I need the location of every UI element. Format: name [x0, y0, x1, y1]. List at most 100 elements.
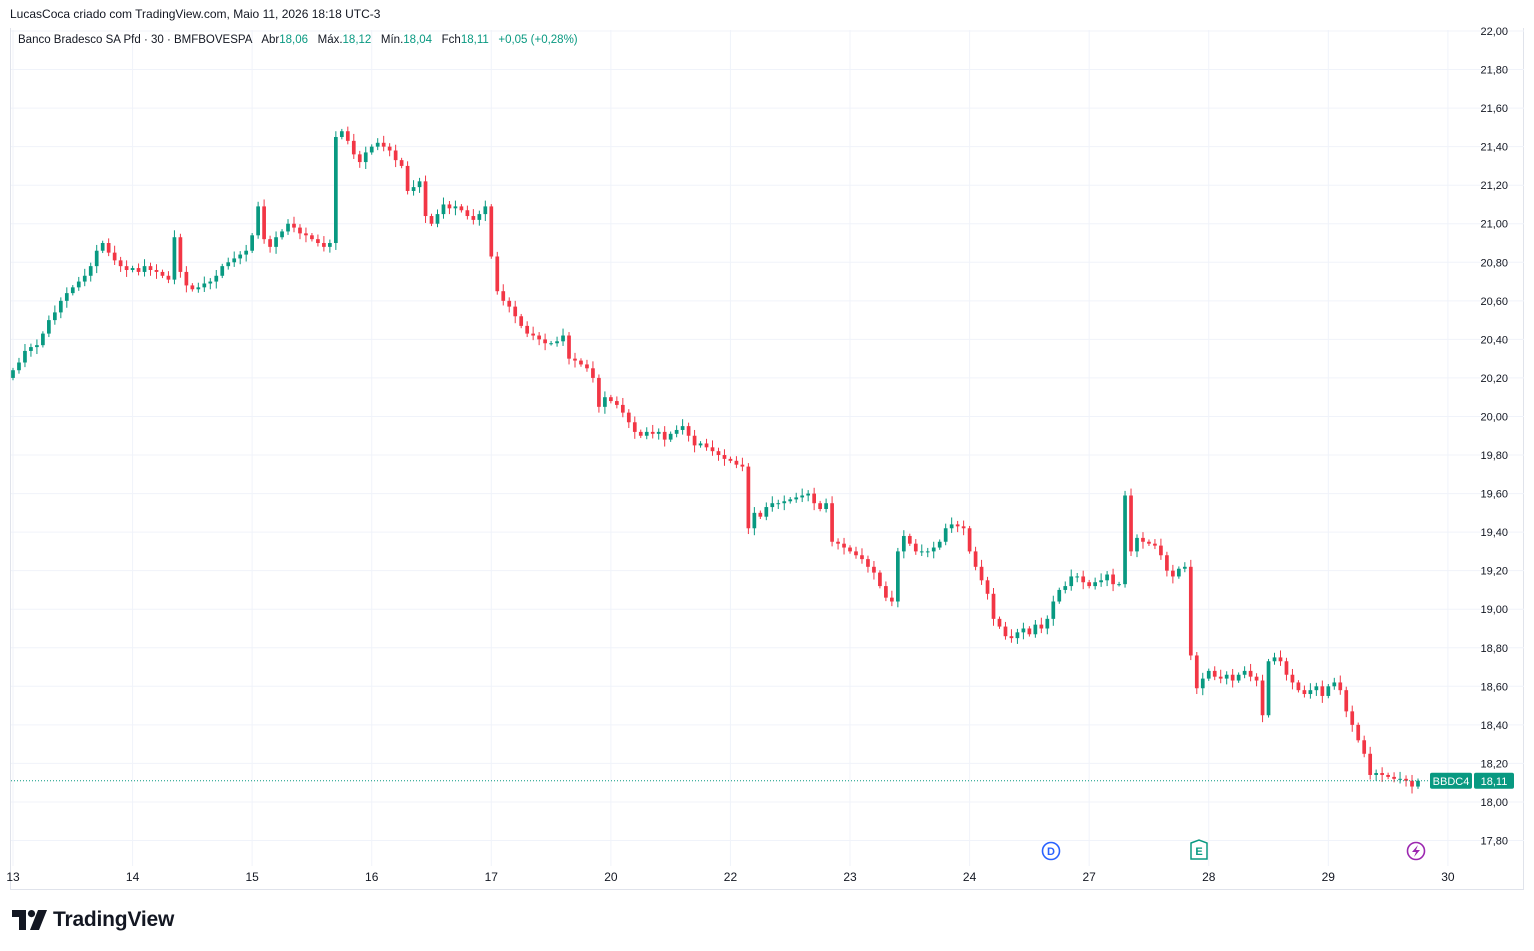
candle-body [1194, 655, 1199, 689]
candle-body [674, 429, 679, 434]
candle-body [1398, 778, 1402, 780]
candle-body [1206, 670, 1211, 679]
candle [746, 463, 751, 535]
candle [1380, 767, 1384, 782]
candle-body [1033, 624, 1038, 635]
lightning-icon[interactable] [1406, 841, 1426, 861]
candle [1248, 663, 1253, 682]
candle-body [919, 551, 924, 553]
candle [483, 200, 488, 222]
candle-body [1021, 628, 1026, 633]
candle [1368, 746, 1373, 780]
candle [220, 263, 225, 279]
candle-body [1284, 661, 1289, 675]
candle [525, 321, 530, 338]
candle [52, 305, 57, 325]
candle [1296, 680, 1301, 693]
candle-body [1410, 780, 1414, 787]
legend-symbol[interactable]: Banco Bradesco SA Pfd · 30 · BMFBOVESPA [18, 34, 253, 46]
dividend-icon[interactable]: D [1041, 841, 1061, 861]
candle [937, 539, 942, 550]
candle-body [638, 431, 643, 436]
candle-body [662, 431, 667, 440]
candle-body [573, 358, 577, 361]
candle-body [459, 206, 464, 211]
candle-body [794, 497, 799, 500]
candle [196, 282, 201, 293]
candle-body [644, 431, 649, 436]
candle [878, 570, 882, 589]
candle-body [1123, 495, 1127, 585]
candle [1326, 683, 1331, 699]
x-tick-label: 15 [245, 870, 259, 884]
candle [1039, 617, 1044, 634]
candle-body [591, 368, 595, 378]
candle [609, 394, 613, 404]
candle [1057, 587, 1062, 604]
candle [662, 426, 667, 447]
candle-body [1200, 678, 1205, 689]
candle [830, 496, 834, 547]
candle [854, 546, 858, 559]
y-tick-label: 18,20 [1480, 758, 1508, 770]
candle [686, 422, 691, 442]
candle [997, 616, 1002, 629]
x-tick-label: 28 [1202, 870, 1216, 884]
candle [238, 251, 243, 265]
candle [184, 266, 189, 293]
candle [76, 276, 81, 291]
candle-body [178, 237, 183, 272]
candle [1332, 677, 1337, 690]
earnings-icon[interactable]: E [1190, 839, 1208, 860]
candle-body [1404, 778, 1408, 781]
candle-body [692, 435, 697, 446]
candle-body [626, 412, 631, 423]
candle [202, 276, 207, 292]
candle-body [1027, 628, 1032, 635]
candle [1236, 672, 1241, 683]
candle-body [172, 237, 177, 280]
candle [818, 500, 822, 512]
price-badge: BBDC4 18,11 [1430, 772, 1514, 789]
x-tick-label: 22 [724, 870, 738, 884]
candle-body [41, 333, 45, 346]
candle [1159, 538, 1163, 560]
x-tick-label: 16 [365, 870, 379, 884]
candle [1266, 658, 1271, 718]
candle [1141, 532, 1145, 549]
candle-body [148, 266, 153, 270]
candle-body [525, 325, 530, 334]
candle-body [579, 360, 583, 365]
candle-body [782, 501, 787, 504]
candle-body [1003, 626, 1008, 637]
candle-body [746, 466, 751, 529]
candle-body [429, 216, 434, 224]
legend-low: 18,04 [403, 34, 433, 46]
candle [674, 425, 679, 438]
candle-body [17, 362, 21, 371]
candle-body [375, 142, 380, 147]
tradingview-logo[interactable]: TradingView [12, 908, 174, 932]
candle-body [280, 231, 284, 238]
y-tick-label: 20,60 [1480, 296, 1508, 308]
candle [716, 447, 721, 461]
candle-body [1099, 580, 1103, 583]
candle [1075, 572, 1080, 583]
candle-body [381, 142, 386, 147]
candle-body [890, 597, 894, 602]
candle [931, 541, 936, 559]
candle [842, 537, 846, 555]
candle-body [758, 512, 763, 517]
candle-body [435, 214, 440, 224]
candle-body [1051, 601, 1056, 619]
candle [178, 233, 183, 278]
candle-body [1111, 574, 1115, 585]
candle-body [399, 160, 404, 166]
candle-body [656, 431, 661, 434]
y-tick-label: 20,80 [1480, 257, 1508, 269]
candle [1129, 488, 1133, 557]
candle-body [52, 312, 57, 321]
candle-body [471, 216, 476, 220]
candle [1398, 771, 1402, 784]
